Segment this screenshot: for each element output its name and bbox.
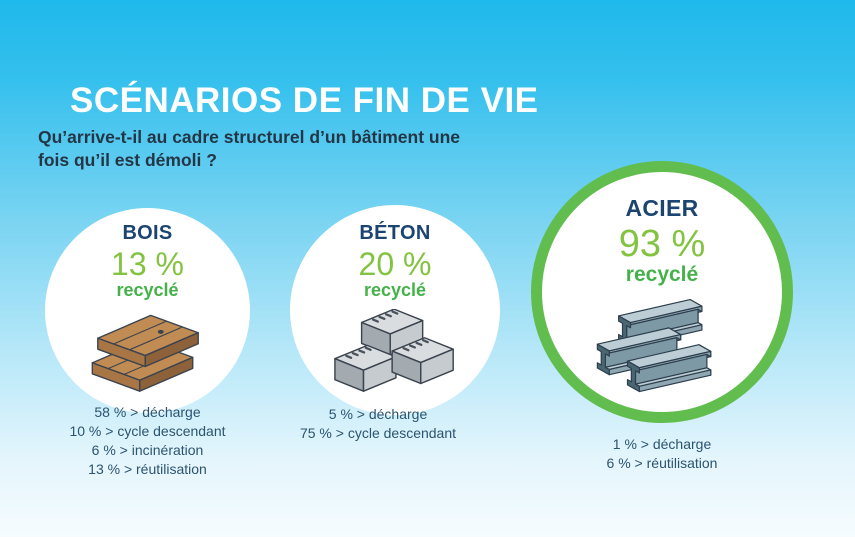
page-title: SCÉNARIOS DE FIN DE VIE <box>70 81 539 120</box>
material-recycled-label-bois: recyclé <box>116 280 179 300</box>
breakdown-item: 6 % > incinération <box>91 442 204 458</box>
page-subtitle-line2: fois qu’il est démoli ? <box>38 149 217 170</box>
material-card-bois: BOIS 13 % recyclé <box>45 208 250 413</box>
breakdown-item: 1 % > décharge <box>612 436 712 452</box>
breakdown-list-beton: 5 % > décharge 75 % > cycle descendant <box>278 405 478 443</box>
material-recycled-label-acier: recyclé <box>625 263 699 286</box>
material-card-beton: BÉTON 20 % recyclé <box>290 205 500 415</box>
material-percent-bois: 13 % <box>111 246 184 282</box>
wood-planks-icon <box>91 314 199 392</box>
material-name-beton: BÉTON <box>359 222 431 244</box>
material-name-acier: ACIER <box>625 195 699 221</box>
material-recycled-label-beton: recyclé <box>363 280 427 300</box>
page-subtitle-line1: Qu’arrive-t-il au cadre structurel d’un … <box>38 127 461 147</box>
breakdown-item: 6 % > réutilisation <box>606 455 718 471</box>
material-percent-beton: 20 % <box>358 246 432 282</box>
material-percent-acier: 93 % <box>618 223 706 265</box>
breakdown-item: 75 % > cycle descendant <box>299 425 457 441</box>
breakdown-item: 13 % > réutilisation <box>88 461 207 477</box>
breakdown-list-acier: 1 % > décharge 6 % > réutilisation <box>552 435 772 473</box>
page-subtitle: Qu’arrive-t-il au cadre structurel d’un … <box>38 126 538 171</box>
steel-beams-icon <box>592 296 732 404</box>
breakdown-list-bois: 58 % > décharge 10 % > cycle descendant … <box>35 403 260 479</box>
concrete-blocks-icon <box>333 309 455 393</box>
breakdown-item: 58 % > décharge <box>94 404 201 420</box>
material-card-acier: ACIER 93 % recyclé <box>531 161 793 423</box>
breakdown-item: 5 % > décharge <box>328 406 428 422</box>
material-name-bois: BOIS <box>122 222 173 244</box>
breakdown-item: 10 % > cycle descendant <box>69 423 226 439</box>
